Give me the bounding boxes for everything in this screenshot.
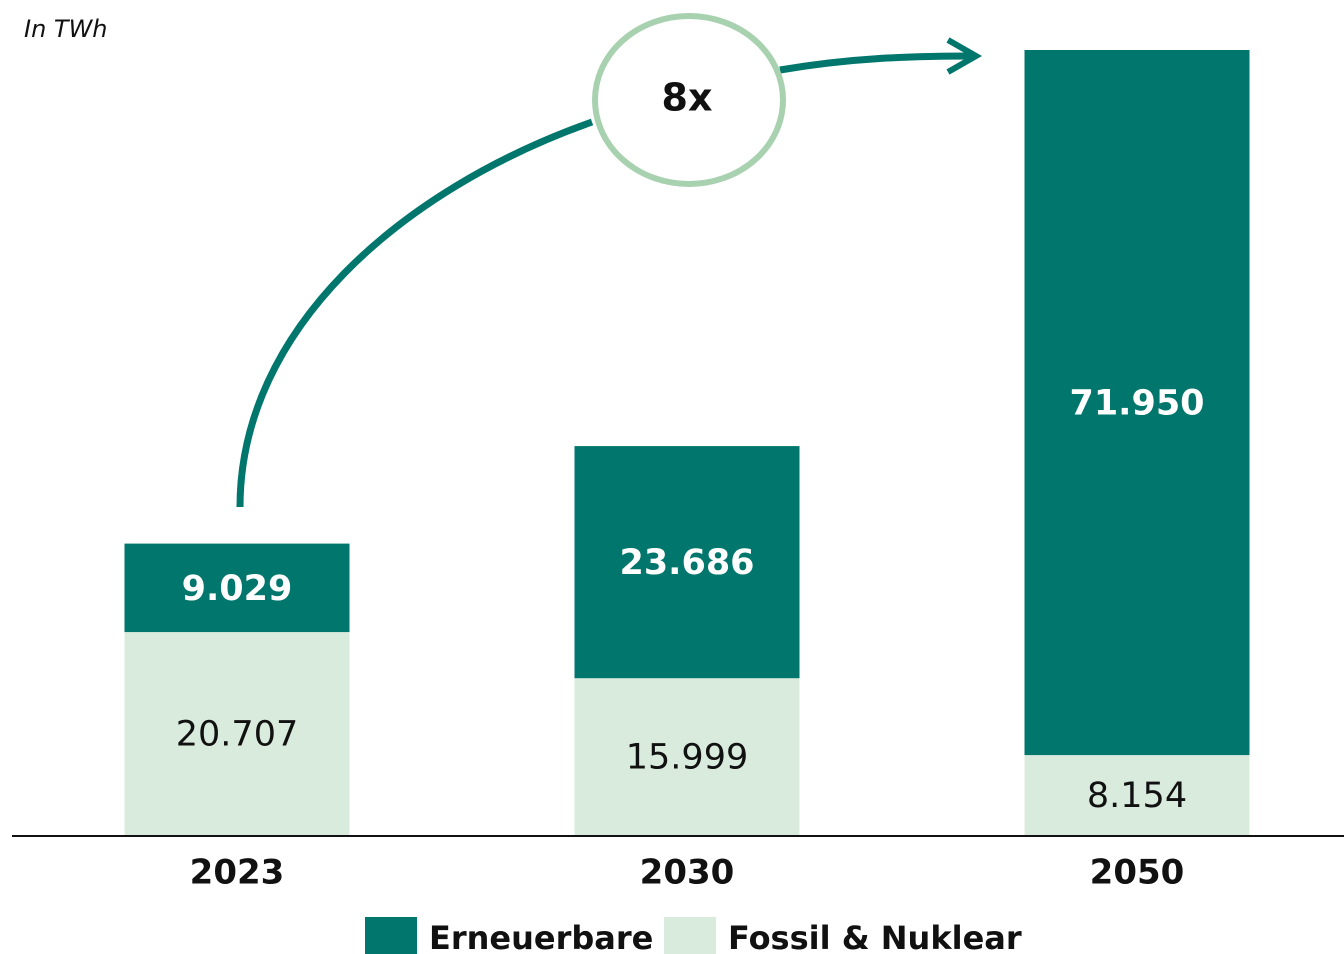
bar-segment bbox=[1024, 755, 1250, 835]
x-tick-label: 2023 bbox=[190, 853, 285, 893]
legend-label: Fossil & Nuklear bbox=[728, 919, 1022, 954]
bar-segment bbox=[1024, 50, 1250, 756]
value-label: 15.999 bbox=[626, 738, 748, 778]
growth-arrow bbox=[779, 52, 976, 74]
subtitle: In TWh bbox=[24, 15, 108, 43]
value-label: 71.950 bbox=[1069, 384, 1204, 424]
legend-label: Erneuerbare bbox=[429, 919, 653, 954]
bar-segment bbox=[124, 543, 350, 633]
x-tick-label: 2030 bbox=[640, 853, 735, 893]
bar-segment bbox=[574, 678, 800, 835]
growth-arrow bbox=[236, 118, 594, 508]
bar-segment bbox=[124, 632, 350, 835]
value-label: 8.154 bbox=[1087, 776, 1187, 816]
x-tick-label: 2050 bbox=[1090, 853, 1185, 893]
arrow-head bbox=[946, 37, 983, 75]
annotation-circle bbox=[592, 13, 786, 187]
legend-swatch bbox=[664, 917, 716, 954]
legend-swatch bbox=[365, 917, 417, 954]
value-label: 20.707 bbox=[176, 715, 298, 755]
annotation: 8x bbox=[662, 76, 713, 120]
bar-segment bbox=[574, 446, 800, 679]
value-label: 23.686 bbox=[619, 543, 754, 583]
value-label: 9.029 bbox=[182, 569, 293, 609]
